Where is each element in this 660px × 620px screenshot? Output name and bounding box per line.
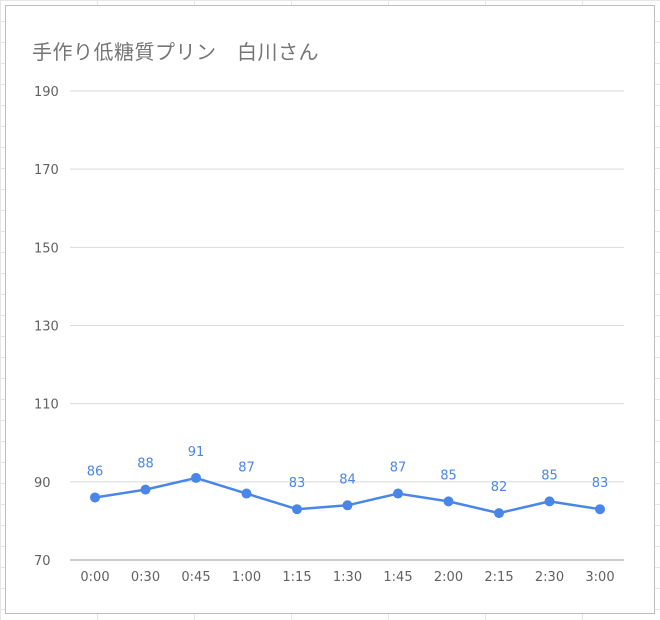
- data-point: [191, 472, 201, 483]
- data-label: 88: [137, 457, 154, 472]
- x-tick-label: 1:15: [282, 570, 311, 585]
- chart-card: [5, 5, 655, 614]
- data-point: [292, 504, 302, 515]
- x-tick-label: 1:00: [232, 570, 261, 585]
- data-point: [494, 508, 504, 519]
- data-label: 91: [188, 445, 205, 460]
- x-tick-label: 1:30: [333, 570, 362, 585]
- data-point: [393, 488, 403, 499]
- x-tick-label: 2:15: [484, 570, 513, 585]
- data-label: 85: [541, 468, 558, 483]
- y-tick-label: 90: [34, 476, 51, 491]
- data-label: 86: [87, 464, 104, 479]
- x-tick-label: 1:45: [383, 570, 412, 585]
- data-label: 84: [339, 472, 356, 487]
- y-tick-label: 170: [34, 163, 59, 178]
- y-tick-label: 190: [34, 85, 59, 100]
- x-tick-label: 0:00: [80, 570, 109, 585]
- data-label: 85: [440, 468, 457, 483]
- data-point: [595, 504, 605, 515]
- data-label: 83: [592, 476, 609, 491]
- x-tick-label: 2:00: [434, 570, 463, 585]
- data-label: 87: [238, 461, 255, 476]
- y-tick-label: 130: [34, 320, 59, 335]
- y-tick-label: 70: [34, 554, 51, 569]
- x-tick-label: 0:30: [131, 570, 160, 585]
- data-label: 82: [491, 480, 508, 495]
- data-label: 87: [390, 461, 407, 476]
- data-point: [90, 492, 100, 503]
- x-tick-label: 0:45: [181, 570, 210, 585]
- data-label: 83: [289, 476, 306, 491]
- data-point: [241, 488, 252, 499]
- data-point: [140, 484, 151, 495]
- chart-title: 手作り低糖質プリン 白川さん: [32, 40, 319, 64]
- data-point: [342, 500, 353, 511]
- data-point: [443, 496, 454, 507]
- y-tick-label: 110: [34, 398, 59, 413]
- data-point: [544, 496, 555, 507]
- x-tick-label: 3:00: [585, 570, 614, 585]
- y-tick-label: 150: [34, 241, 59, 256]
- x-tick-label: 2:30: [535, 570, 564, 585]
